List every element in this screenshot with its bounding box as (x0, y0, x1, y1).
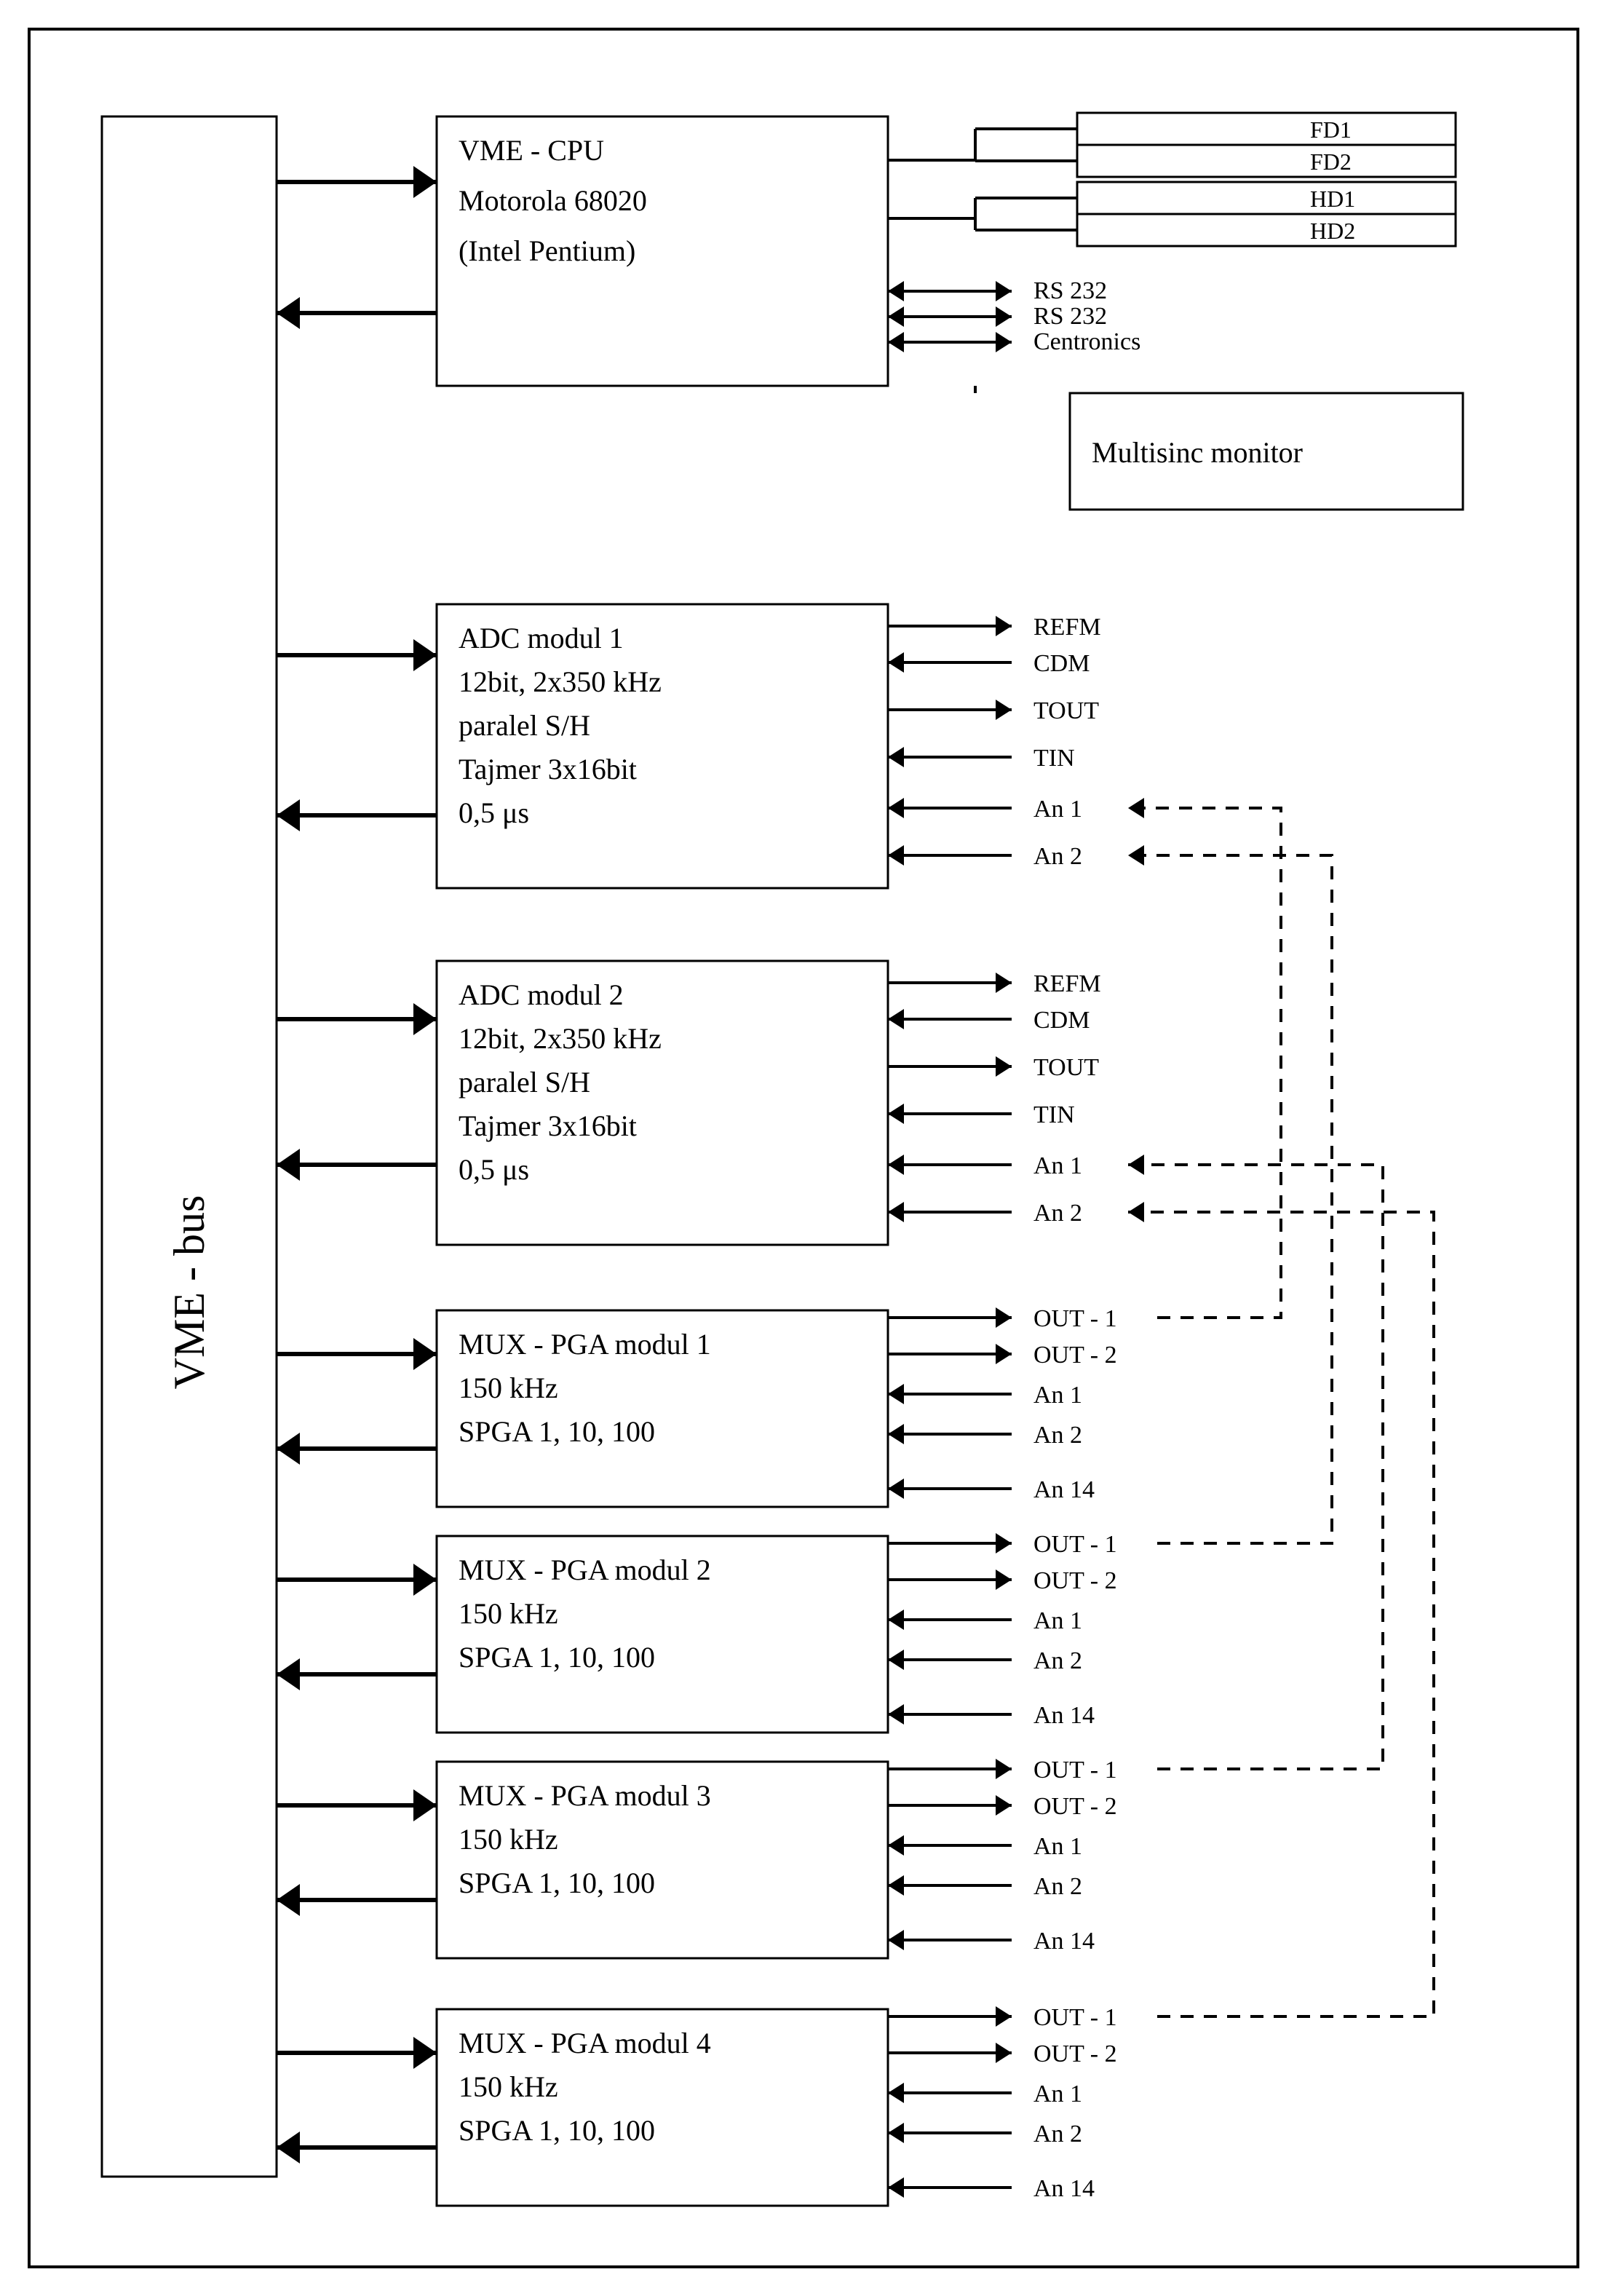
mux3-sig-2: An 1 (1033, 1833, 1082, 1860)
mux2-sig-4: An 14 (1033, 1702, 1095, 1729)
mux-3-box-line-2: SPGA 1, 10, 100 (459, 1867, 655, 1899)
mux2-sig-1: OUT - 2 (1033, 1567, 1117, 1594)
mux1-sig-4: An 14 (1033, 1476, 1095, 1503)
adc2-sig-0: REFM (1033, 970, 1101, 997)
mux1-sig-2: An 1 (1033, 1382, 1082, 1409)
disk-row-1 (1077, 145, 1456, 177)
cpu-signal-2: Centronics (1033, 328, 1140, 355)
mux-1-box-line-0: MUX - PGA modul 1 (459, 1328, 711, 1361)
adc1-sig-1: CDM (1033, 650, 1090, 677)
disk-label-3: HD2 (1310, 218, 1355, 244)
mux-1-box-line-2: SPGA 1, 10, 100 (459, 1415, 655, 1448)
mux-4-box-line-0: MUX - PGA modul 4 (459, 2027, 711, 2059)
mux4-sig-1: OUT - 2 (1033, 2040, 1117, 2067)
dash-route-mux3_out1 (1128, 1165, 1383, 1769)
mux-4-box-line-1: 150 kHz (459, 2070, 558, 2103)
adc1-sig-5: An 2 (1033, 843, 1082, 870)
mux3-sig-4: An 14 (1033, 1928, 1095, 1955)
adc-1-box-line-3: Tajmer 3x16bit (459, 753, 637, 785)
adc-2-box-line-1: 12bit, 2x350 kHz (459, 1022, 662, 1055)
mux-3-box-line-1: 150 kHz (459, 1823, 558, 1856)
adc1-sig-2: TOUT (1033, 697, 1099, 724)
dash-route-mux2_out1 (1128, 855, 1332, 1543)
mux4-sig-0: OUT - 1 (1033, 2004, 1117, 2031)
mux-4-box-line-2: SPGA 1, 10, 100 (459, 2114, 655, 2147)
mux2-sig-3: An 2 (1033, 1647, 1082, 1674)
adc-2-box-line-0: ADC modul 2 (459, 978, 624, 1011)
adc1-sig-0: REFM (1033, 614, 1101, 641)
adc2-sig-4: An 1 (1033, 1152, 1082, 1179)
adc-2-box-line-4: 0,5 μs (459, 1153, 529, 1186)
mux4-sig-2: An 1 (1033, 2081, 1082, 2107)
adc2-sig-1: CDM (1033, 1007, 1090, 1034)
adc1-sig-4: An 1 (1033, 796, 1082, 823)
mux1-sig-0: OUT - 1 (1033, 1305, 1117, 1332)
adc2-sig-5: An 2 (1033, 1200, 1082, 1227)
adc-1-box-line-2: paralel S/H (459, 709, 590, 742)
mux-2-box-line-1: 150 kHz (459, 1597, 558, 1630)
adc-1-box-line-4: 0,5 μs (459, 796, 529, 829)
vme-bus-label: VME - bus (165, 1195, 213, 1390)
disk-row-0 (1077, 113, 1456, 145)
cpu-box-line-0: VME - CPU (459, 134, 604, 167)
cpu-signal-1: RS 232 (1033, 303, 1107, 330)
mux4-sig-4: An 14 (1033, 2175, 1095, 2202)
adc-1-box-line-1: 12bit, 2x350 kHz (459, 665, 662, 698)
monitor-label: Multisinc monitor (1092, 436, 1303, 469)
adc2-sig-2: TOUT (1033, 1054, 1099, 1081)
mux-1-box-line-1: 150 kHz (459, 1371, 558, 1404)
dash-route-mux4_out1 (1128, 1212, 1434, 2016)
disk-row-3 (1077, 214, 1456, 246)
mux-3-box-line-0: MUX - PGA modul 3 (459, 1779, 711, 1812)
disk-row-2 (1077, 182, 1456, 214)
mux-2-box-line-0: MUX - PGA modul 2 (459, 1553, 711, 1586)
disk-label-1: FD2 (1310, 149, 1352, 175)
disk-label-0: FD1 (1310, 116, 1352, 143)
mux3-sig-3: An 2 (1033, 1873, 1082, 1900)
mux3-sig-0: OUT - 1 (1033, 1757, 1117, 1784)
mux1-sig-1: OUT - 2 (1033, 1342, 1117, 1369)
vme-bus-box (102, 116, 277, 2177)
dash-route-mux1_out1 (1128, 808, 1281, 1318)
mux3-sig-1: OUT - 2 (1033, 1793, 1117, 1820)
mux4-sig-3: An 2 (1033, 2121, 1082, 2147)
mux1-sig-3: An 2 (1033, 1422, 1082, 1449)
mux-2-box-line-2: SPGA 1, 10, 100 (459, 1641, 655, 1674)
adc-2-box-line-3: Tajmer 3x16bit (459, 1109, 637, 1142)
cpu-box-line-2: (Intel Pentium) (459, 234, 635, 267)
adc-1-box-line-0: ADC modul 1 (459, 622, 624, 654)
mux2-sig-0: OUT - 1 (1033, 1531, 1117, 1558)
disk-label-2: HD1 (1310, 186, 1355, 212)
cpu-box-line-1: Motorola 68020 (459, 184, 647, 217)
mux2-sig-2: An 1 (1033, 1607, 1082, 1634)
adc1-sig-3: TIN (1033, 745, 1075, 772)
adc2-sig-3: TIN (1033, 1101, 1075, 1128)
cpu-signal-0: RS 232 (1033, 277, 1107, 304)
adc-2-box-line-2: paralel S/H (459, 1066, 590, 1098)
